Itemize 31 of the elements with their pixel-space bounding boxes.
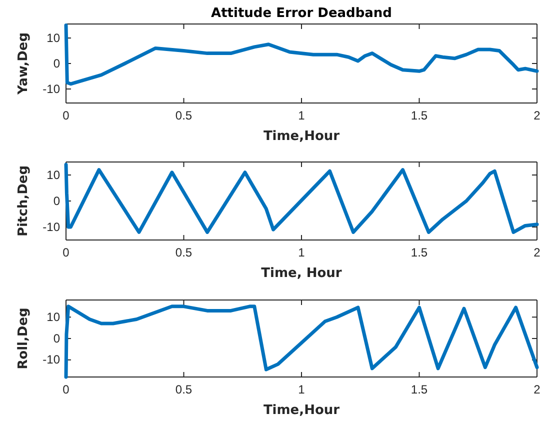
x-axis-title: Time,Hour [263,129,340,144]
x-tick-label: 0.5 [175,382,192,397]
y-tick-label: 10 [46,310,60,324]
y-tick-label: 0 [53,194,60,208]
y-tick-label: 0 [53,331,60,346]
y-tick-label: -10 [42,352,60,367]
chart-title: Attitude Error Deadband [211,6,392,21]
y-tick-label: -10 [42,82,60,96]
x-axis-title: Time, Hour [261,266,342,281]
x-tick-label: 0 [62,246,70,260]
x-tick-label: 0.5 [175,108,192,123]
y-axis-title: Roll,Deg [16,308,31,370]
y-axis-title: Yaw,Deg [16,32,31,96]
x-tick-label: 2 [534,246,541,260]
x-tick-label: 0 [62,382,70,397]
x-axis-title: Time,Hour [263,403,340,418]
x-tick-label: 0.5 [175,246,192,260]
x-tick-label: 1 [298,108,306,123]
x-tick-label: 1.5 [410,246,428,260]
x-tick-label: 2 [534,382,541,397]
x-tick-label: 1 [298,246,306,260]
x-tick-label: 1.5 [410,108,428,123]
x-tick-label: 1 [298,382,306,397]
y-axis-title: Pitch,Deg [16,165,31,237]
x-tick-label: 2 [534,108,541,123]
y-tick-label: 0 [53,56,60,70]
y-tick-label: 10 [46,30,60,45]
y-tick-label: 10 [46,168,60,182]
x-tick-label: 0 [62,108,70,123]
y-tick-label: -10 [42,220,60,234]
x-tick-label: 1.5 [410,382,428,397]
